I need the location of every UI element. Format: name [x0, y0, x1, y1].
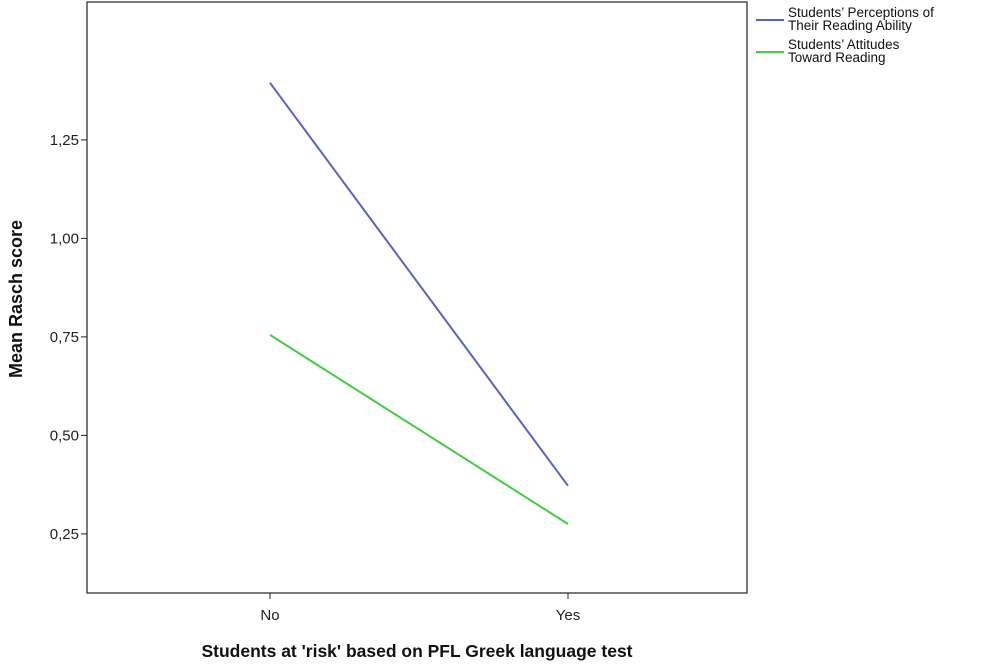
y-tick-label: 0,25	[50, 526, 79, 543]
legend-label: Their Reading Ability	[788, 18, 912, 33]
x-axis-ticks: No Yes	[260, 593, 580, 624]
y-axis-title: Mean Rasch score	[6, 220, 26, 378]
plot-area	[86, 1, 748, 594]
legend-label: Students’ Perceptions of	[788, 5, 934, 20]
series-lines	[269, 82, 569, 525]
x-tick-label: No	[260, 607, 279, 624]
x-axis-title: Students at 'risk' based on PFL Greek la…	[201, 641, 632, 661]
y-tick-label: 0,75	[50, 329, 79, 346]
series-line-1	[269, 82, 569, 487]
y-tick-label: 1,25	[50, 132, 79, 149]
y-tick-label: 1,00	[50, 230, 79, 247]
series-line-2	[269, 334, 569, 525]
legend-label: Toward Reading	[788, 50, 886, 65]
y-tick-label: 0,50	[50, 427, 79, 444]
x-tick-label: Yes	[556, 607, 580, 624]
legend-label: Students’ Attitudes	[788, 37, 900, 52]
y-axis-ticks: 0,25 0,50 0,75 1,00 1,25	[50, 132, 87, 543]
